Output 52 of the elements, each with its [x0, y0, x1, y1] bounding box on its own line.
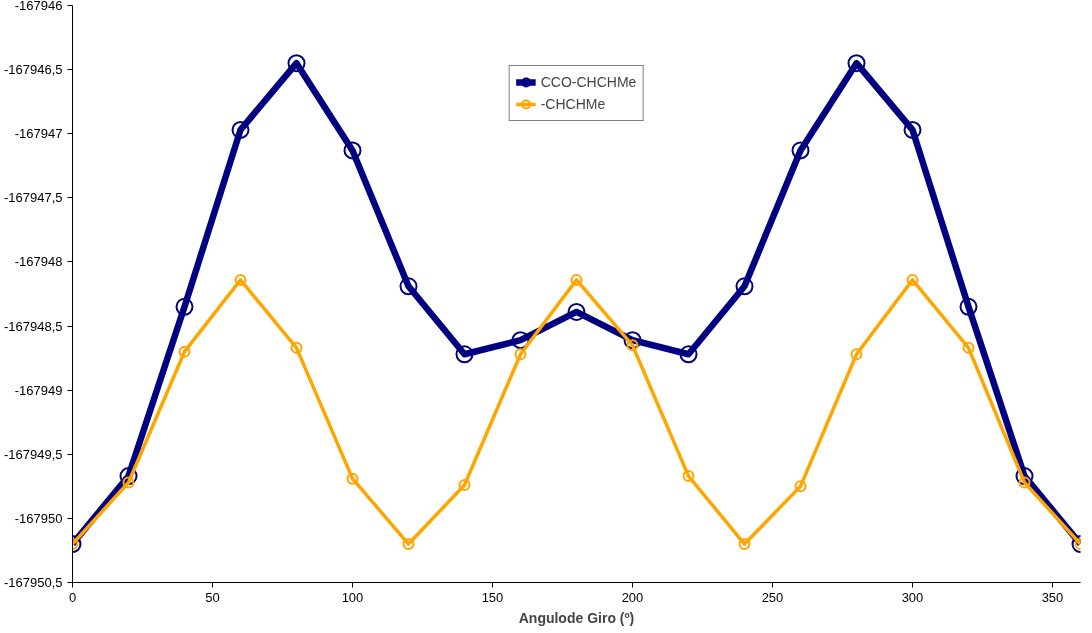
x-tick-label: 350	[1041, 589, 1064, 605]
point	[794, 480, 807, 493]
point	[287, 54, 306, 73]
point	[234, 273, 247, 286]
point	[178, 345, 191, 358]
point	[402, 538, 415, 551]
point	[906, 273, 919, 286]
x-tick-label: 300	[901, 589, 924, 605]
point	[682, 470, 695, 483]
x-tick-label: 0	[68, 589, 77, 605]
legend-label: CCO-CHCHMe	[540, 74, 637, 90]
y-tick-label: -167946	[14, 0, 63, 13]
point	[903, 120, 922, 139]
point	[567, 302, 586, 321]
point	[791, 141, 810, 160]
point	[738, 538, 751, 551]
y-tick-label: -167946,5	[3, 62, 63, 78]
y-tick-label: -167950	[14, 510, 63, 526]
point	[1015, 467, 1034, 486]
y-tick-label: -167948	[14, 254, 63, 270]
point	[959, 297, 978, 316]
x-tick-label: 200	[621, 589, 644, 605]
point	[623, 331, 642, 350]
point	[570, 273, 583, 286]
y-tick-label: -167947	[14, 126, 63, 142]
point	[514, 348, 527, 361]
point	[962, 341, 975, 354]
point	[511, 331, 530, 350]
y-tick-label: -167949	[14, 382, 63, 398]
point	[119, 467, 138, 486]
x-axis-title: Angulode Giro (º)	[518, 609, 635, 626]
point	[343, 141, 362, 160]
point	[346, 472, 359, 485]
point	[847, 54, 866, 73]
point	[455, 345, 474, 364]
legend-label: -CHCHMe	[540, 96, 606, 112]
point	[735, 277, 754, 296]
y-tick-label: -167948,5	[3, 318, 63, 334]
x-tick-label: 250	[761, 589, 784, 605]
point	[175, 297, 194, 316]
point	[458, 479, 471, 492]
x-tick-label: 50	[205, 589, 220, 605]
point	[679, 345, 698, 364]
point	[850, 348, 863, 361]
y-tick-label: -167949,5	[3, 446, 63, 462]
x-tick-label: 150	[481, 589, 504, 605]
point	[231, 120, 250, 139]
y-tick-label: -167950,5	[3, 575, 63, 590]
y-tick-label: -167947,5	[3, 190, 63, 206]
point	[399, 277, 418, 296]
x-tick-label: 100	[341, 589, 364, 605]
point	[290, 341, 303, 354]
